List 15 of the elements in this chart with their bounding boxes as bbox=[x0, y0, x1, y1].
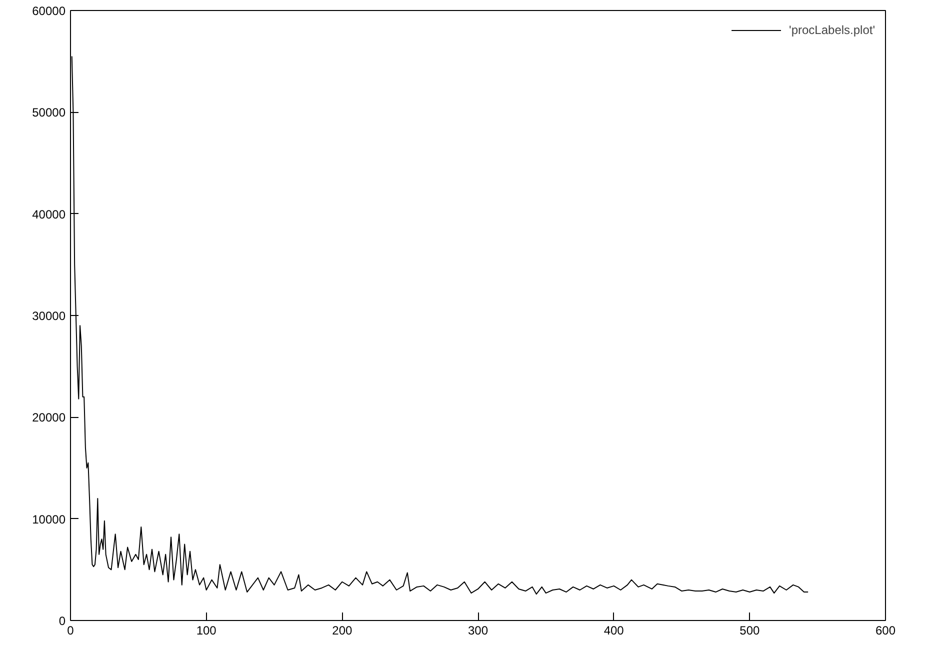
x-tick-label: 100 bbox=[196, 624, 217, 638]
y-tick-label: 50000 bbox=[32, 106, 66, 120]
x-tick-label: 0 bbox=[67, 624, 74, 638]
x-tick-label: 500 bbox=[740, 624, 760, 638]
y-tick-label: 60000 bbox=[32, 4, 66, 18]
y-tick-label: 20000 bbox=[32, 410, 66, 425]
y-tick-label: 30000 bbox=[32, 309, 66, 323]
x-tick-label: 200 bbox=[332, 624, 353, 638]
x-tick-label: 400 bbox=[604, 624, 624, 638]
y-tick-label: 10000 bbox=[32, 512, 66, 526]
x-tick-label: 600 bbox=[875, 624, 896, 638]
y-tick-label: 40000 bbox=[32, 207, 66, 222]
legend-label: 'procLabels.plot' bbox=[789, 23, 875, 37]
x-tick-label: 300 bbox=[468, 624, 488, 638]
y-tick-label: 0 bbox=[58, 614, 66, 628]
